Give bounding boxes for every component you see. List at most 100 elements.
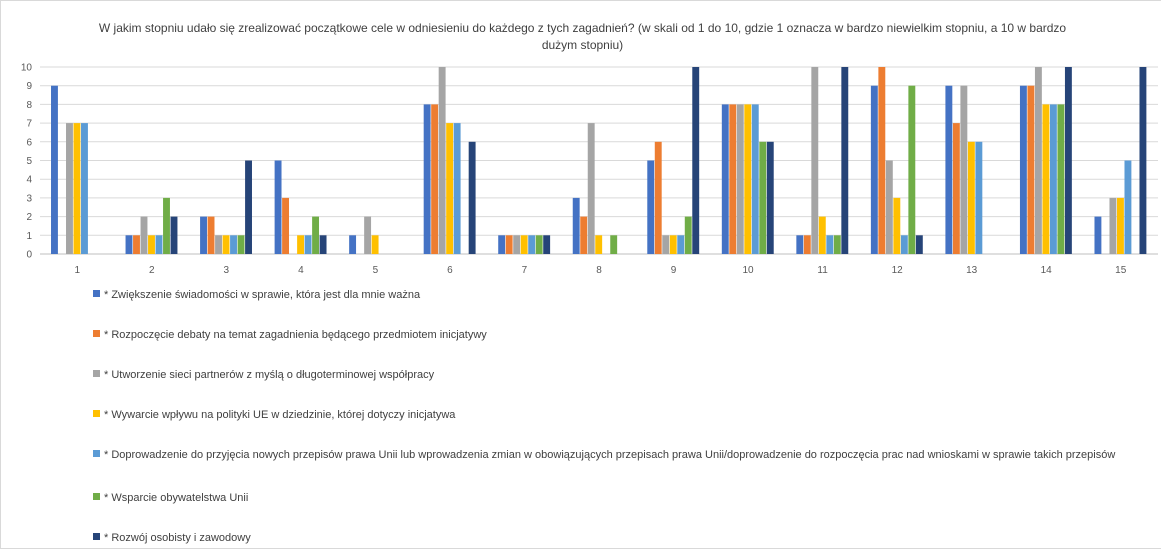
x-tick-label: 2	[149, 265, 155, 276]
bar	[81, 123, 88, 254]
legend-label: * Zwiększenie świadomości w sprawie, któ…	[104, 289, 421, 301]
x-tick-label: 13	[966, 265, 978, 276]
bar	[1042, 104, 1050, 255]
bar	[66, 123, 73, 254]
bar	[312, 216, 320, 254]
bar	[1116, 197, 1124, 254]
bar	[170, 216, 178, 254]
y-tick-label: 8	[26, 100, 32, 111]
bar	[535, 235, 543, 254]
bar	[915, 235, 923, 254]
x-tick-label: 11	[817, 265, 828, 276]
bar	[900, 235, 908, 254]
bar	[766, 141, 774, 254]
bar	[759, 141, 767, 254]
bar	[446, 123, 454, 254]
bar	[654, 141, 662, 254]
bar	[543, 235, 551, 254]
bar	[721, 104, 729, 255]
x-tick-label: 9	[671, 265, 677, 276]
y-tick-label: 3	[26, 193, 32, 204]
bar	[1034, 67, 1042, 254]
bar	[751, 104, 759, 255]
legend-item: * Wsparcie obywatelstwa Unii	[93, 490, 248, 506]
bars	[51, 67, 1147, 255]
y-tick-label: 2	[26, 212, 32, 223]
bar	[1027, 85, 1035, 254]
bar	[431, 104, 439, 255]
chart-title: W jakim stopniu udało się zrealizować po…	[98, 21, 1067, 52]
bar	[587, 123, 595, 254]
legend-item: * Wywarcie wpływu na polityki UE w dzied…	[93, 407, 455, 423]
legend-swatch	[93, 450, 100, 457]
bar	[230, 235, 237, 254]
bar	[1124, 160, 1132, 254]
legend-label: * Utworzenie sieci partnerów z myślą o d…	[104, 369, 435, 381]
legend-label: * Rozwój osobisty i zawodowy	[104, 532, 251, 544]
bar	[729, 104, 737, 255]
bar	[908, 85, 916, 254]
y-tick-label: 7	[26, 119, 32, 130]
bar	[878, 67, 886, 254]
bar	[297, 235, 305, 254]
bar	[796, 235, 804, 254]
legend-label: * Rozpoczęcie debaty na temat zagadnieni…	[104, 329, 487, 341]
bar	[595, 235, 603, 254]
legend-item: * Rozwój osobisty i zawodowy	[93, 530, 251, 546]
x-tick-label: 12	[892, 265, 904, 276]
bar	[73, 123, 81, 254]
x-tick-label: 8	[596, 265, 602, 276]
bar	[163, 197, 170, 254]
bar	[1094, 216, 1102, 254]
bar	[572, 197, 580, 254]
bar	[1064, 67, 1072, 254]
bar	[1109, 197, 1117, 254]
x-tick-label: 3	[224, 265, 230, 276]
bar	[148, 235, 155, 254]
bar	[222, 235, 230, 254]
bar	[200, 216, 207, 254]
bar	[438, 67, 446, 254]
bar	[1057, 104, 1065, 255]
legend-label: * Doprowadzenie do przyjęcia nowych prze…	[104, 449, 1116, 461]
bar	[893, 197, 901, 254]
bar	[237, 235, 245, 254]
legend-label: * Wywarcie wpływu na polityki UE w dzied…	[104, 409, 456, 421]
bar	[967, 141, 975, 254]
bar	[692, 67, 700, 254]
legend-swatch	[93, 493, 100, 500]
bar	[51, 85, 58, 254]
bar	[304, 235, 312, 254]
x-tick-label: 6	[447, 265, 453, 276]
y-tick-label: 5	[26, 156, 32, 167]
bar	[580, 216, 588, 254]
legend-item: * Rozpoczęcie debaty na temat zagadnieni…	[93, 327, 487, 343]
bar	[520, 235, 528, 254]
legend-swatch	[93, 533, 100, 540]
bar	[215, 235, 222, 254]
bar	[528, 235, 536, 254]
y-tick-label: 4	[26, 175, 32, 186]
bar	[647, 160, 655, 254]
bar	[125, 235, 133, 254]
bar	[371, 235, 379, 254]
bar	[885, 160, 893, 254]
bar	[610, 235, 618, 254]
bar	[155, 235, 163, 254]
bar	[207, 216, 215, 254]
x-tick-label: 4	[298, 265, 304, 276]
x-tick-label: 7	[522, 265, 528, 276]
bar	[744, 104, 752, 255]
bar	[1019, 85, 1027, 254]
legend-swatch	[93, 410, 100, 417]
bar	[274, 160, 282, 254]
bar	[684, 216, 692, 254]
bar	[245, 160, 252, 254]
x-tick-label: 14	[1041, 265, 1053, 276]
bar	[140, 216, 148, 254]
bar	[870, 85, 878, 254]
legend-item: * Zwiększenie świadomości w sprawie, któ…	[93, 287, 420, 303]
x-axis-ticks: 1 2 3 4 5 6 7 8 9 10 11 12 13 14 15	[74, 265, 1126, 276]
